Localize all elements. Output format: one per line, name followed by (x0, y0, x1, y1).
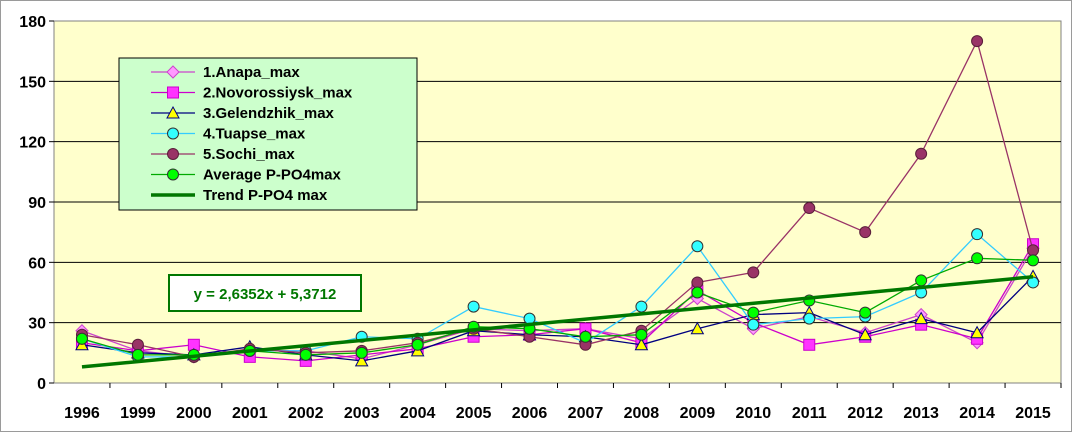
series-layer (75, 35, 1040, 367)
trend-equation: y = 2,6352x + 5,3712 (194, 286, 337, 303)
y-tick-label: 30 (28, 316, 46, 333)
legend-label: 1.Anapa_max (203, 64, 300, 81)
x-tick-label: 2002 (288, 405, 324, 422)
data-point (803, 202, 816, 215)
x-tick-label: 1996 (64, 405, 100, 422)
legend-item: 4.Tuapse_max (151, 126, 306, 143)
data-point (635, 328, 648, 341)
y-tick-label: 180 (19, 14, 46, 31)
data-point (691, 286, 704, 299)
data-point (1027, 254, 1040, 267)
legend-label: 5.Sochi_max (203, 146, 295, 163)
x-tick-label: 2005 (456, 405, 492, 422)
data-point (1027, 244, 1040, 257)
data-point (915, 147, 928, 160)
legend-marker (167, 86, 179, 99)
legend-marker (167, 168, 179, 181)
x-tick-label: 2007 (568, 405, 604, 422)
data-point (971, 252, 984, 265)
series-6 (75, 252, 1040, 361)
legend-item: 5.Sochi_max (151, 146, 295, 163)
data-point (354, 353, 369, 367)
x-tick-label: 2000 (176, 405, 212, 422)
data-point (579, 330, 592, 343)
trend-line (81, 275, 1034, 369)
x-tick-label: 2003 (344, 405, 380, 422)
legend-label: Average P-PO4max (203, 167, 342, 184)
data-point (355, 346, 368, 359)
data-point (635, 300, 648, 313)
data-point (915, 274, 928, 287)
data-point (747, 306, 760, 319)
legend-item: Trend P-PO4 max (151, 187, 328, 204)
x-tick-label: 2013 (903, 405, 939, 422)
legend: 1.Anapa_max 2.Novorossiysk_max 3.Gelendzhi… (118, 57, 418, 211)
data-point (131, 348, 144, 361)
x-tick-label: 1999 (120, 405, 156, 422)
x-tick-label: 2012 (847, 405, 883, 422)
data-point (859, 306, 872, 319)
y-tick-label: 120 (19, 135, 46, 152)
data-point (747, 266, 760, 279)
legend-marker (166, 105, 180, 119)
legend-marker (166, 65, 180, 79)
data-point (971, 35, 984, 48)
data-point (634, 337, 649, 351)
legend-item: Average P-PO4max (151, 167, 342, 184)
legend-label: Trend P-PO4 max (203, 187, 328, 204)
x-tick-label: 2011 (792, 405, 827, 422)
trend-layer (81, 275, 1034, 369)
series-line (81, 275, 1034, 362)
x-tick-label: 2014 (959, 405, 995, 422)
x-tick-label: 2010 (736, 405, 772, 422)
y-tick-label: 90 (28, 195, 46, 212)
data-point (411, 338, 424, 351)
legend-item: 1.Anapa_max (151, 64, 300, 81)
data-point (803, 312, 816, 325)
data-point (803, 338, 816, 351)
data-point (131, 338, 144, 351)
data-point (75, 332, 88, 345)
y-axis-ticks: 0 30 60 90 120 150 180 (19, 14, 54, 393)
data-point (691, 276, 704, 289)
data-point (971, 228, 984, 241)
data-point (747, 318, 760, 331)
x-tick-label: 2001 (232, 405, 268, 422)
data-point (859, 226, 872, 239)
legend-marker (167, 148, 179, 160)
y-tick-label: 150 (19, 74, 46, 91)
x-tick-label: 2009 (680, 405, 716, 422)
series-line (81, 243, 1034, 362)
legend-label: 2.Novorossiysk_max (203, 85, 353, 102)
legend-item: 3.Gelendzhik_max (151, 105, 335, 122)
data-point (858, 327, 873, 341)
legend-marker (167, 127, 179, 140)
y-tick-label: 60 (28, 255, 46, 272)
data-point (690, 321, 705, 335)
data-point (467, 300, 480, 313)
x-tick-label: 2004 (400, 405, 436, 422)
data-point (914, 311, 928, 325)
data-point (299, 348, 312, 361)
x-axis-ticks: 1996 1999 2000 2001 2002 2003 2004 2005 2006 2007… (64, 383, 1062, 422)
x-tick-label: 2008 (624, 405, 660, 422)
x-tick-label: 2015 (1015, 405, 1051, 422)
equation-box: y = 2,6352x + 5,3712 (168, 274, 362, 312)
y-tick-label: 0 (37, 376, 46, 393)
data-point (970, 325, 984, 339)
x-tick-label: 2006 (512, 405, 548, 422)
legend-label: 3.Gelendzhik_max (203, 105, 335, 122)
legend-item: 2.Novorossiysk_max (151, 85, 353, 102)
data-point (691, 240, 704, 253)
legend-label: 4.Tuapse_max (203, 126, 306, 143)
